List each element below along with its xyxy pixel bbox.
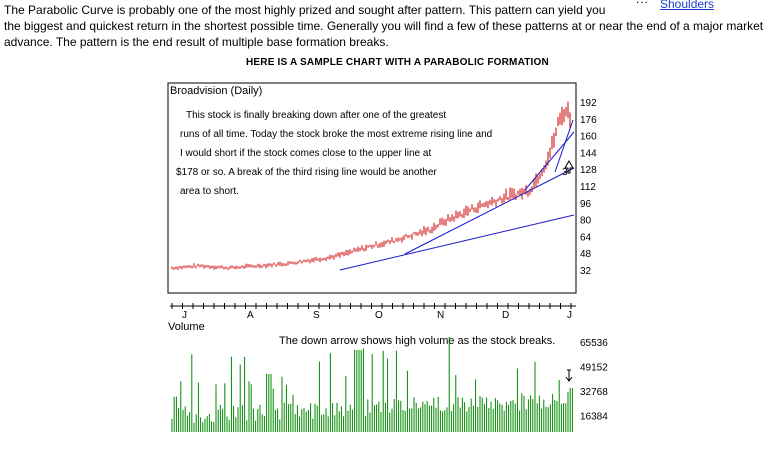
rising-trendline xyxy=(339,214,575,271)
price-y-tick-label: 80 xyxy=(580,216,592,227)
price-y-tick-label: 192 xyxy=(580,98,597,109)
up-arrow-marker xyxy=(564,159,574,174)
price-panel-frame xyxy=(167,82,577,294)
month-tick-label: N xyxy=(437,310,444,321)
month-tick-label: O xyxy=(375,310,383,321)
month-tick-label: D xyxy=(502,310,509,321)
chart-annotation-line: runs of all time. Today the stock broke … xyxy=(180,129,492,140)
month-tick-label: J xyxy=(567,310,572,321)
intro-line: The Parabolic Curve is probably one of t… xyxy=(4,3,606,17)
intro-line: advance. The pattern is the end result o… xyxy=(4,35,389,49)
price-y-tick-label: 176 xyxy=(580,115,597,126)
volume-y-tick-label: 32768 xyxy=(580,387,608,398)
price-y-tick-label: 144 xyxy=(580,148,597,159)
section-heading: HERE IS A SAMPLE CHART WITH A PARABOLIC … xyxy=(246,57,549,68)
price-y-tick-label: 112 xyxy=(580,182,596,193)
chart-annotation-line: This stock is finally breaking down afte… xyxy=(186,110,446,121)
chart-annotation-line: $178 or so. A break of the third rising … xyxy=(176,167,437,178)
price-y-tick-label: 96 xyxy=(580,199,592,210)
rising-trendline xyxy=(554,119,574,173)
month-tick-label: J xyxy=(182,310,187,321)
intro-paragraph: The Parabolic Curve is probably one of t… xyxy=(4,2,776,50)
price-y-tick-label: 64 xyxy=(580,232,592,243)
volume-panel-title: Volume xyxy=(168,321,205,333)
rising-trendline xyxy=(404,167,575,255)
price-chart-title: Broadvision (Daily) xyxy=(170,85,262,97)
nav-prefix: ... xyxy=(636,0,649,6)
intro-line: the biggest and quickest return in the s… xyxy=(4,19,764,33)
month-tick-label: S xyxy=(313,310,320,321)
volume-y-tick-label: 49152 xyxy=(580,363,608,374)
down-arrow-marker xyxy=(565,369,573,382)
shoulders-link[interactable]: Shoulders xyxy=(660,0,715,11)
chart-annotation-line: area to short. xyxy=(180,186,239,197)
price-y-tick-label: 48 xyxy=(580,249,592,260)
price-y-tick-label: 128 xyxy=(580,165,597,176)
price-y-tick-label: 160 xyxy=(580,132,597,143)
parabolic-chart: Broadvision (Daily) This stock is finall… xyxy=(167,82,608,432)
trendline-number-label: 3 xyxy=(562,167,568,178)
chart-annotation-line: I would short if the stock comes close t… xyxy=(180,148,431,159)
month-tick-label: A xyxy=(247,310,254,321)
volume-y-tick-label: 16384 xyxy=(580,412,608,423)
volume-annotation: The down arrow shows high volume as the … xyxy=(279,335,555,347)
volume-y-tick-label: 65536 xyxy=(580,338,608,349)
price-y-tick-label: 32 xyxy=(580,266,592,277)
